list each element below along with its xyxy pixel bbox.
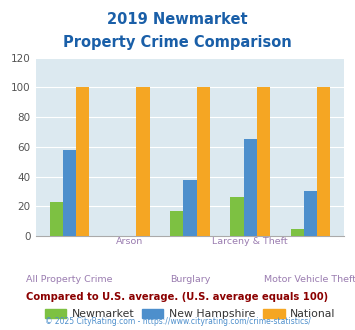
Bar: [76, 87, 89, 236]
Text: © 2025 CityRating.com - https://www.cityrating.com/crime-statistics/: © 2025 CityRating.com - https://www.city…: [45, 317, 310, 326]
Bar: [290, 229, 304, 236]
Text: Burglary: Burglary: [170, 275, 210, 284]
Bar: [136, 87, 149, 236]
Legend: Newmarket, New Hampshire, National: Newmarket, New Hampshire, National: [41, 306, 339, 323]
Text: Motor Vehicle Theft: Motor Vehicle Theft: [264, 275, 355, 284]
Text: Compared to U.S. average. (U.S. average equals 100): Compared to U.S. average. (U.S. average …: [26, 292, 329, 302]
Bar: [50, 202, 63, 236]
Text: All Property Crime: All Property Crime: [26, 275, 113, 284]
Text: 2019 Newmarket: 2019 Newmarket: [107, 12, 248, 26]
Bar: [170, 211, 183, 236]
Bar: [197, 87, 210, 236]
Text: Property Crime Comparison: Property Crime Comparison: [63, 35, 292, 50]
Bar: [63, 150, 76, 236]
Bar: [257, 87, 270, 236]
Bar: [317, 87, 330, 236]
Bar: [244, 139, 257, 236]
Bar: [230, 197, 244, 236]
Bar: [304, 191, 317, 236]
Bar: [183, 180, 197, 236]
